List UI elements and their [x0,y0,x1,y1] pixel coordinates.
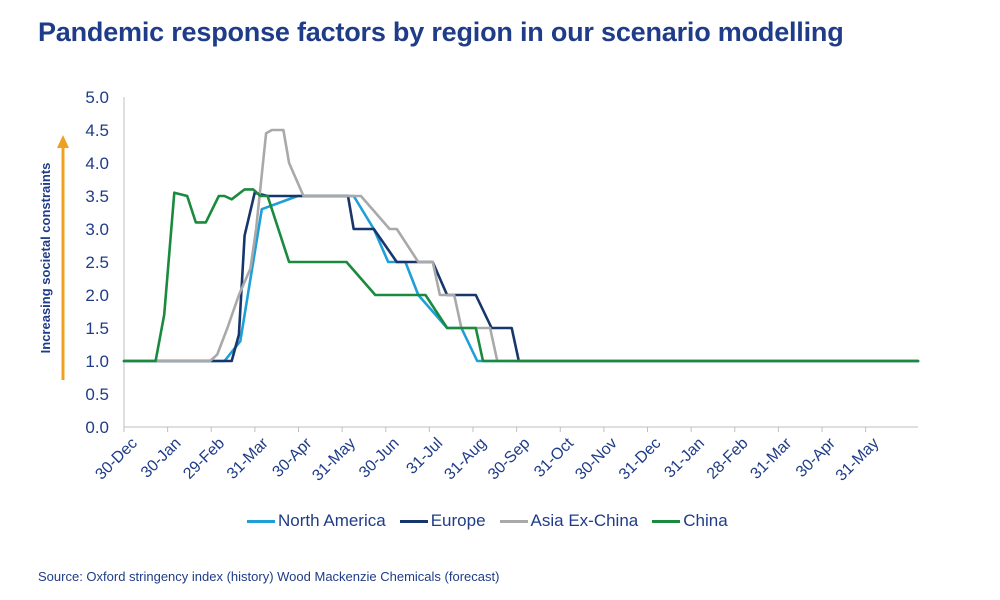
y-tick-label: 1.0 [85,352,109,371]
y-axis: 0.0 0.5 1.0 1.5 2.0 2.5 3.0 3.5 4.0 4.5 5.0 [85,88,125,437]
x-tick-label: 31-Aug [441,435,490,484]
legend-item-europe: Europe [399,511,486,531]
x-tick-label: 31-Mar [747,434,795,482]
legend-label: North America [278,511,386,530]
y-tick-label: 3.5 [85,187,109,206]
legend-label: Asia Ex-China [530,511,639,530]
series-line-china [122,188,920,363]
series-line-europe [122,191,920,363]
series-lines [122,128,920,363]
y-tick-label: 3.0 [85,220,109,239]
y-tick-label: 4.5 [85,121,109,140]
up-arrow-icon [57,135,69,148]
x-tick-label: 30-Nov [572,435,620,483]
x-tick-label: 31-Jul [403,435,446,478]
source-note: Source: Oxford stringency index (history… [38,569,500,584]
x-tick-label: 30-Jan [138,435,185,482]
series-line-asia-ex-china [122,128,920,363]
y-tick-label: 1.5 [85,319,109,338]
x-tick-label: 31-Jan [661,435,708,482]
y-tick-label: 2.5 [85,253,109,272]
x-tick-label: 31-May [309,435,359,485]
x-tick-label: 31-May [833,435,883,485]
x-tick-label: 30-Jun [356,435,403,482]
x-tick-label: 31-Mar [224,434,272,482]
y-tick-label: 5.0 [85,88,109,107]
y-tick-label: 0.5 [85,385,109,404]
legend: North America Europe Asia Ex-China China [247,511,742,531]
y-tick-label: 2.0 [85,286,109,305]
y-axis-label: Increasing societal constraints [38,163,53,354]
legend-item-asia-ex-china: Asia Ex-China [499,511,639,531]
legend-label: China [683,511,728,530]
y-tick-label: 4.0 [85,154,109,173]
x-tick-label: 28-Feb [704,435,752,483]
legend-swatch [499,519,528,523]
x-tick-label: 31-Oct [531,434,577,480]
x-tick-label: 30-Dec [92,435,140,483]
x-axis: 30-Dec30-Jan29-Feb31-Mar30-Apr31-May30-J… [92,426,918,485]
y-axis-label-group: Increasing societal constraints [38,135,69,380]
legend-swatch [652,519,681,523]
x-tick-label: 30-Sep [485,435,534,484]
y-tick-label: 0.0 [85,418,109,437]
x-tick-label: 30-Apr [269,434,315,480]
x-tick-label: 30-Apr [793,434,839,480]
x-tick-label: 29-Feb [180,435,228,483]
chart-title: Pandemic response factors by region in o… [38,17,844,47]
legend-item-north-america: North America [247,511,386,531]
x-tick-label: 31-Dec [616,435,664,483]
legend-item-china: China [652,511,728,531]
legend-label: Europe [430,511,486,530]
legend-swatch [247,519,275,523]
legend-swatch [399,519,428,523]
